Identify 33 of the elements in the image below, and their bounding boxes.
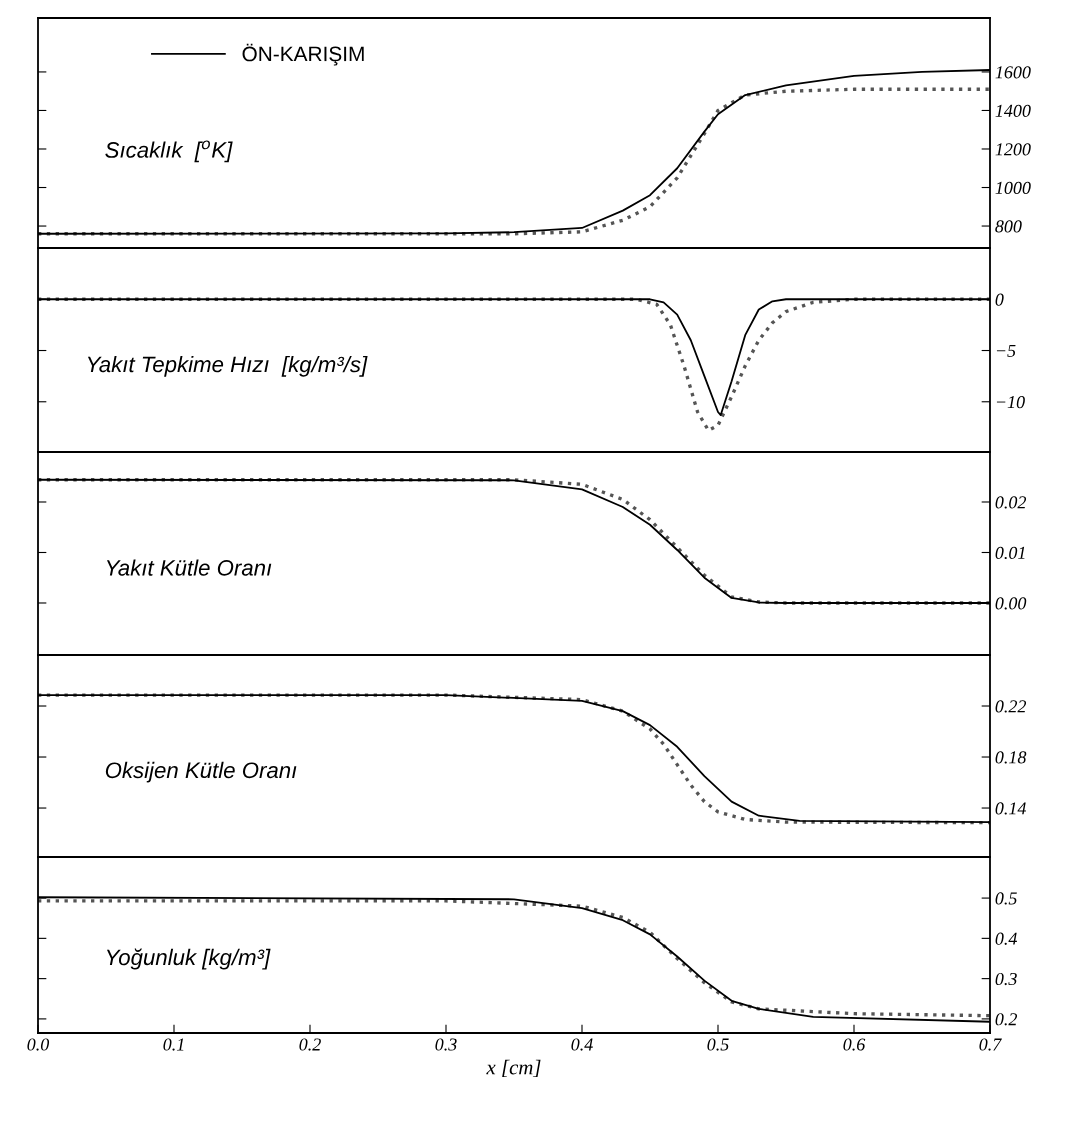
legend-label: ÖN-KARIŞIM <box>242 43 364 66</box>
x-tick-label: 0.2 <box>299 1038 321 1051</box>
x-tick-label: 0.7 <box>979 1038 1002 1051</box>
x-tick-label: 0.1 <box>163 1038 184 1051</box>
x-tick-label: 0.6 <box>843 1038 866 1051</box>
x-tick-label: 0.5 <box>707 1038 729 1051</box>
y-tick-label: 800 <box>995 220 1022 233</box>
y-tick-label: 0.18 <box>995 751 1027 764</box>
y-tick-label: 0.02 <box>995 496 1027 509</box>
annotation: Oksijen Kütle Oranı <box>105 761 297 783</box>
y-tick-label: −5 <box>996 344 1016 357</box>
y-tick-label: 1400 <box>995 104 1031 117</box>
y-tick-label: 1200 <box>995 143 1031 156</box>
y-tick-label: 1600 <box>995 66 1031 79</box>
y-tick-label: 0.5 <box>995 892 1017 905</box>
x-axis-title: x [cm] <box>486 1059 541 1078</box>
annotation: Sıcaklık [$^{o}$K] <box>105 140 233 163</box>
annotation: Yoğunluk [kg/m³] <box>106 948 271 970</box>
x-tick-label: 0.4 <box>571 1038 593 1051</box>
x-tick-label: 0.0 <box>27 1038 50 1051</box>
y-tick-label: 0.14 <box>995 802 1027 815</box>
y-tick-label: 0.22 <box>995 700 1027 713</box>
annotation: Yakıt Kütle Oranı <box>106 559 272 576</box>
y-tick-label: 0.2 <box>995 1013 1018 1026</box>
y-tick-label: 0.00 <box>995 597 1027 610</box>
y-tick-label: 0.4 <box>995 932 1018 945</box>
y-tick-label: 1000 <box>995 181 1031 194</box>
annotation: Yakıt Tepkime Hızı [kg/m³/s] <box>87 355 368 377</box>
y-tick-label: −10 <box>996 396 1025 409</box>
y-tick-label: 0.3 <box>995 972 1017 986</box>
x-tick-label: 0.3 <box>435 1038 457 1051</box>
y-tick-label: 0 <box>995 293 1004 306</box>
y-tick-label: 0.01 <box>995 546 1025 560</box>
